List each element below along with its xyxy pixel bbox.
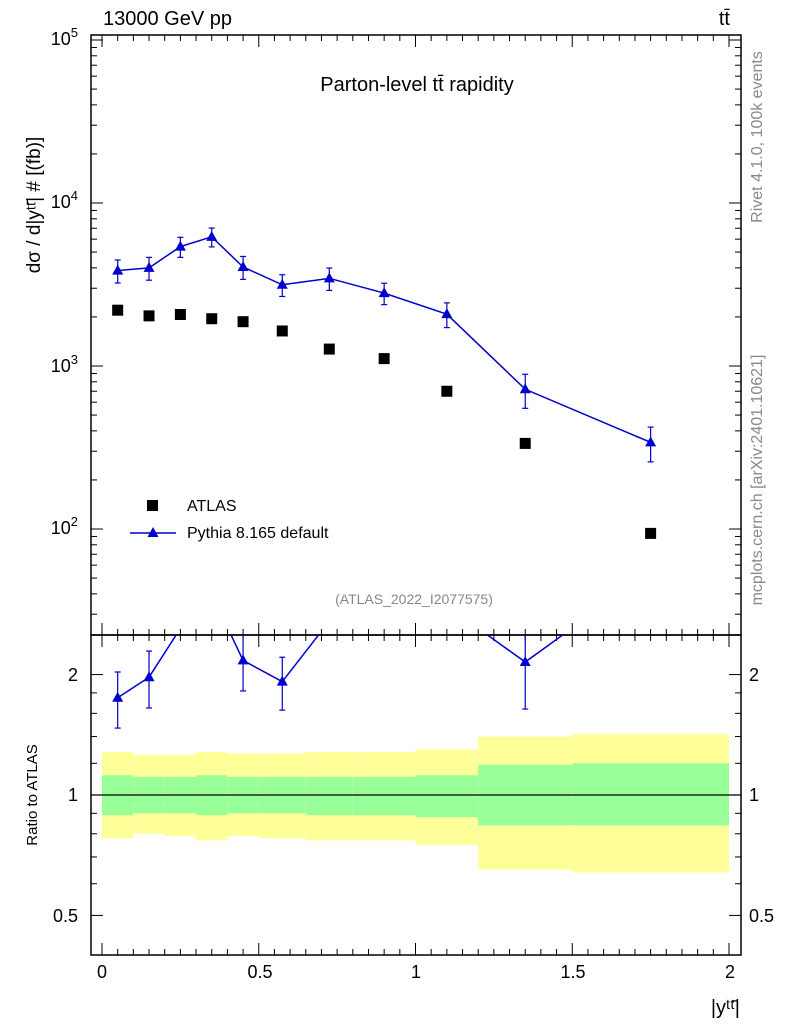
x-tick-label-0.5: 0.5 [247, 962, 272, 982]
ratio-y-tick-label-right-0.5: 0.5 [749, 906, 774, 926]
mc-point [378, 287, 390, 298]
mc-point [276, 278, 288, 289]
y-tick-label-1000: 103 [51, 352, 78, 376]
main-y-axis-label: dσ / d|yᵗᵗ̄| # [(fb)] [24, 137, 45, 274]
ratio-y-axis-label: Ratio to ATLAS [24, 744, 41, 845]
legend-mc-marker [147, 527, 159, 537]
ratio-y-tick-label-right-2: 2 [749, 665, 759, 685]
legend-mc-label: Pythia 8.165 default [187, 525, 329, 542]
x-tick-label-1.5: 1.5 [560, 962, 585, 982]
mc-line [117, 235, 651, 444]
mc-point [206, 230, 218, 241]
mc-point [112, 264, 124, 275]
ratio-uncertainty-bands [102, 734, 729, 873]
ratio-mc-point [276, 675, 288, 686]
ratio-mc-point [112, 691, 124, 702]
ratio-mc-point [237, 654, 249, 665]
mc-point [237, 260, 249, 271]
y-tick-label-10000: 104 [51, 188, 78, 212]
mc-series [112, 227, 657, 463]
ratio-mc-point [519, 656, 531, 667]
data-point [276, 325, 288, 337]
mc-point [323, 272, 335, 283]
data-point [143, 310, 155, 322]
rivet-version-label: Rivet 4.1.0, 100k events [749, 51, 766, 223]
analysis-watermark: (ATLAS_2022_I2077575) [335, 591, 493, 607]
x-tick-label-2: 2 [725, 962, 735, 982]
legend-data-label: ATLAS [187, 498, 237, 515]
data-point [323, 343, 335, 355]
energy-label: 13000 GeV pp [103, 8, 232, 30]
legend-data-marker [147, 500, 158, 511]
ratio-y-tick-label-left-1: 1 [68, 785, 78, 805]
ratio-y-tick-label-right-1: 1 [749, 785, 759, 805]
band-inner-bin [572, 763, 729, 826]
data-point [112, 304, 124, 316]
ratio-y-tick-label-left-2: 2 [68, 665, 78, 685]
legend: ATLAS Pythia 8.165 default [130, 498, 329, 542]
main-y-tick-labels: 102 103 104 105 [51, 25, 78, 538]
main-plot-frame [90, 34, 742, 636]
y-tick-label-100: 102 [51, 514, 78, 538]
data-point [378, 353, 390, 365]
x-tick-label-1: 1 [411, 962, 421, 982]
x-axis-label: |yᵗᵗ̄| [711, 997, 740, 1019]
band-inner-bin [415, 775, 479, 818]
data-series [112, 304, 657, 539]
data-point [519, 437, 531, 449]
mc-point [441, 308, 453, 319]
axis-ticks [91, 35, 741, 955]
band-inner-bin [305, 776, 353, 816]
plot-title: Parton-level tt̄ rapidity [320, 74, 513, 96]
data-point [206, 313, 218, 325]
x-tick-label-0: 0 [97, 962, 107, 982]
mcplots-source-label: mcplots.cern.ch [arXiv:2401.10621] [749, 355, 766, 606]
mc-point [519, 383, 531, 394]
process-label: tt̄ [719, 8, 731, 30]
ratio-mc-series [112, 635, 564, 729]
mc-point [645, 436, 657, 447]
data-point [645, 527, 657, 539]
ratio-mc-point [143, 671, 155, 682]
data-point [237, 316, 249, 328]
mc-point [174, 240, 186, 251]
band-inner-bin [352, 776, 416, 816]
data-point [441, 385, 453, 397]
data-point [174, 308, 186, 320]
mc-point [143, 261, 155, 272]
y-tick-label-100000: 105 [51, 25, 78, 49]
ratio-y-tick-label-left-0.5: 0.5 [53, 906, 78, 926]
